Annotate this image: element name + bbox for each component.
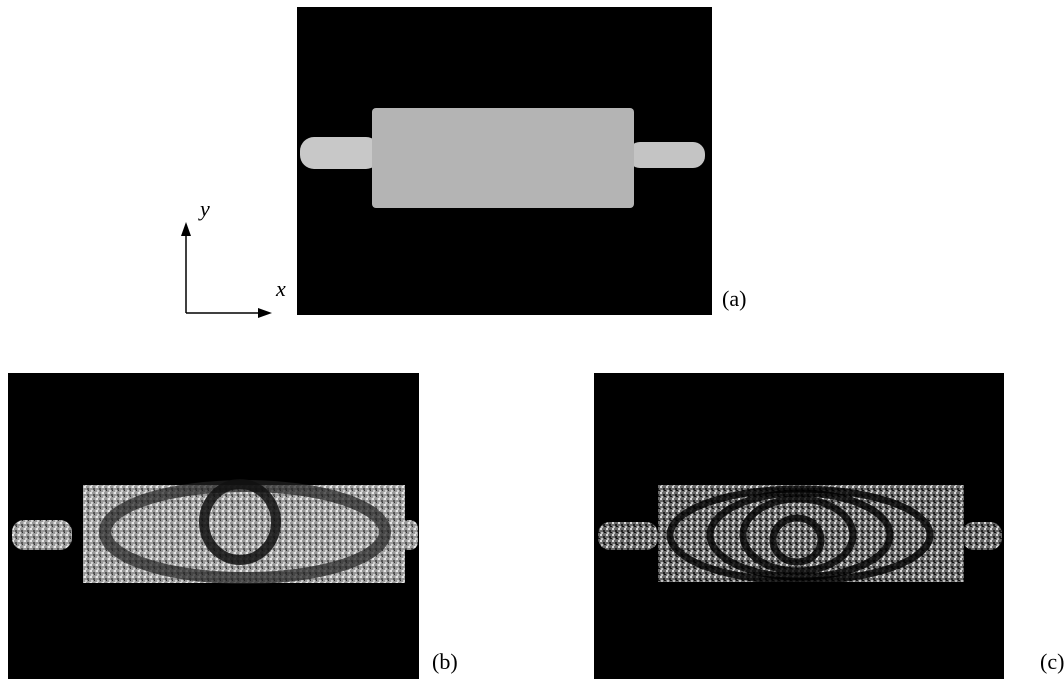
axes-arrows <box>181 222 272 318</box>
axis-label-y: y <box>198 196 210 221</box>
panel-label: (c) <box>1040 649 1064 674</box>
photo-b <box>8 373 419 679</box>
panel-label: (a) <box>722 286 746 311</box>
axis-label-x: x <box>275 276 286 301</box>
panel-label: (b) <box>432 649 458 674</box>
photo-c <box>594 373 1004 679</box>
photo-a <box>297 7 712 315</box>
figure: (a) y x (b) (c) <box>0 0 1064 679</box>
